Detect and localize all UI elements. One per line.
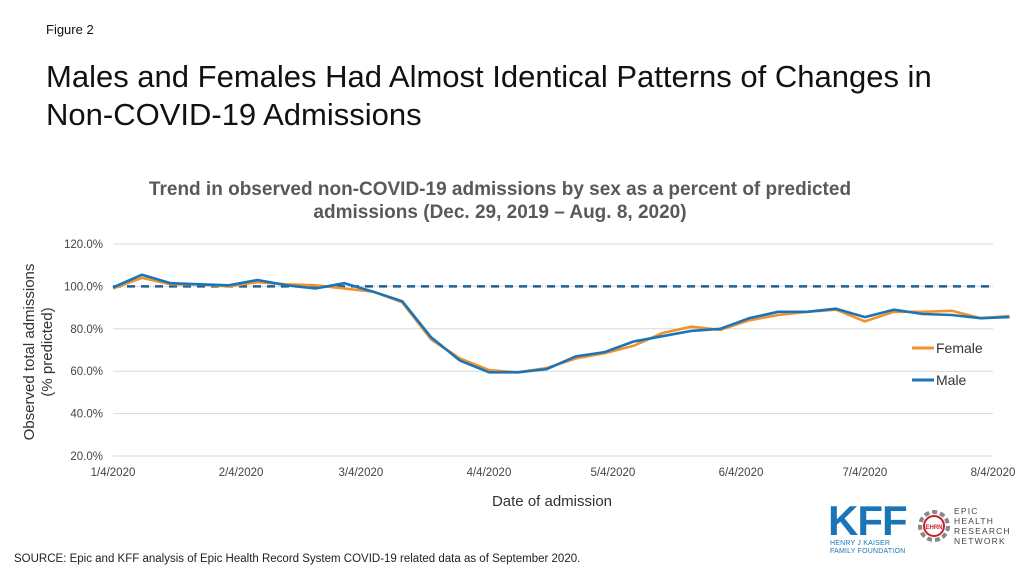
legend-label-female: Female [936, 340, 983, 356]
x-tick-label: 4/4/2020 [467, 467, 512, 479]
ehr-logo-text: EPIC HEALTH RESEARCH NETWORK [954, 506, 1011, 546]
kff-sub-line1: HENRY J KAISER [830, 540, 891, 547]
x-tick-label: 2/4/2020 [219, 467, 264, 479]
page-title: Males and Females Had Almost Identical P… [46, 59, 932, 132]
x-tick-labels: 1/4/2020 2/4/2020 3/4/2020 4/4/2020 5/4/2020… [91, 467, 1016, 479]
x-tick-label: 1/4/2020 [91, 467, 136, 479]
y-axis-label: Observed total admissions(% predicted) [21, 264, 56, 441]
y-tick-label: 20.0% [70, 451, 103, 463]
y-tick-label: 100.0% [64, 281, 103, 293]
grid-lines [113, 243, 993, 457]
legend-label-male: Male [936, 372, 967, 388]
x-tick-label: 5/4/2020 [591, 467, 636, 479]
y-tick-label: 60.0% [70, 366, 103, 378]
logo-area: KFF HENRY J KAISER FAMILY FOUNDATION EHR… [828, 500, 1018, 560]
x-tick-label: 3/4/2020 [339, 467, 384, 479]
x-tick-label: 6/4/2020 [719, 467, 764, 479]
figure-label: Figure 2 [46, 22, 94, 37]
kff-sub-line2: FAMILY FOUNDATION [830, 548, 906, 555]
source-note: SOURCE: Epic and KFF analysis of Epic He… [14, 553, 581, 565]
y-tick-labels: 20.0% 40.0% 60.0% 80.0% 100.0% 120.0% [64, 239, 103, 463]
series-lines [112, 273, 1010, 374]
gear-icon: EHRN [918, 510, 950, 542]
kff-logo: KFF [828, 497, 908, 544]
kff-logo-subtitle: HENRY J KAISER FAMILY FOUNDATION [830, 540, 905, 556]
series-line-male [112, 273, 1010, 374]
y-tick-label: 40.0% [70, 409, 103, 421]
x-tick-label: 7/4/2020 [843, 467, 888, 479]
y-tick-label: 80.0% [70, 324, 103, 336]
series-line-female [112, 276, 1010, 374]
chart-title: Trend in observed non-COVID-19 admission… [148, 179, 852, 223]
y-tick-label: 120.0% [64, 239, 103, 251]
ehr-line3: RESEARCH [954, 526, 1011, 536]
ehr-line4: NETWORK [954, 536, 1006, 546]
ehr-line2: HEALTH [954, 516, 995, 526]
x-tick-label: 8/4/2020 [971, 467, 1016, 479]
legend: Female Male [912, 340, 983, 388]
x-axis-label: Date of admission [492, 493, 612, 510]
ehr-line1: EPIC [954, 506, 979, 516]
ehr-badge-text: EHRN [925, 525, 942, 531]
